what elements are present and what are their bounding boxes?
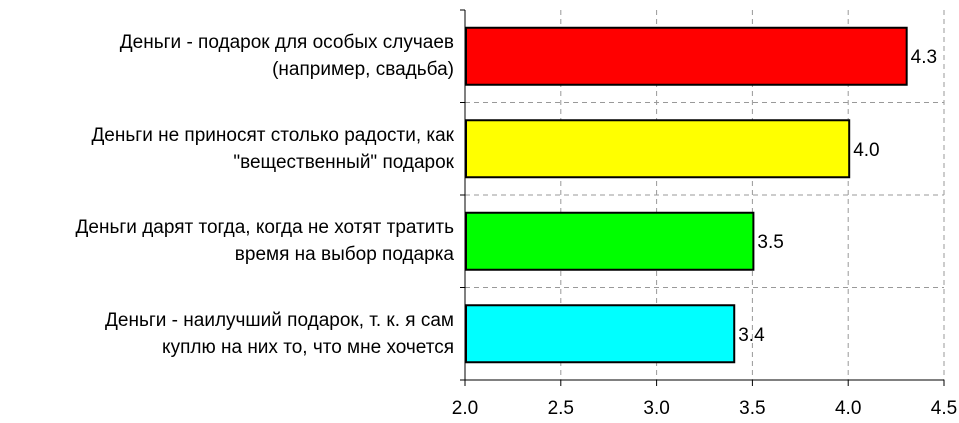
bar <box>465 211 755 271</box>
bar-value-label: 4.0 <box>853 139 880 161</box>
x-tick-label: 3.0 <box>643 398 670 419</box>
category-label: Деньги - подарок для особых случаев (нап… <box>119 32 454 81</box>
x-tick-label: 3.5 <box>739 398 766 419</box>
x-tick-label: 2.0 <box>451 398 479 419</box>
x-tick-label: 2.5 <box>547 398 575 419</box>
bar-value-label: 3.4 <box>738 324 765 346</box>
axis-layer <box>460 9 945 386</box>
bar-value-label: 3.5 <box>757 232 784 254</box>
x-tick-label: 4.0 <box>834 398 862 419</box>
category-label: Деньги - наилучший подарок, т. к. я сам … <box>105 309 454 358</box>
bars-layer <box>465 26 908 364</box>
category-label: Деньги не приносят столько радости, как … <box>91 124 454 173</box>
bar-value-label: 4.3 <box>910 47 938 69</box>
bar <box>465 26 908 86</box>
category-label: Деньги дарят тогда, когда не хотят трати… <box>75 217 454 266</box>
bar <box>465 304 736 364</box>
bar <box>465 119 851 179</box>
x-tick-label: 4.5 <box>930 398 958 419</box>
